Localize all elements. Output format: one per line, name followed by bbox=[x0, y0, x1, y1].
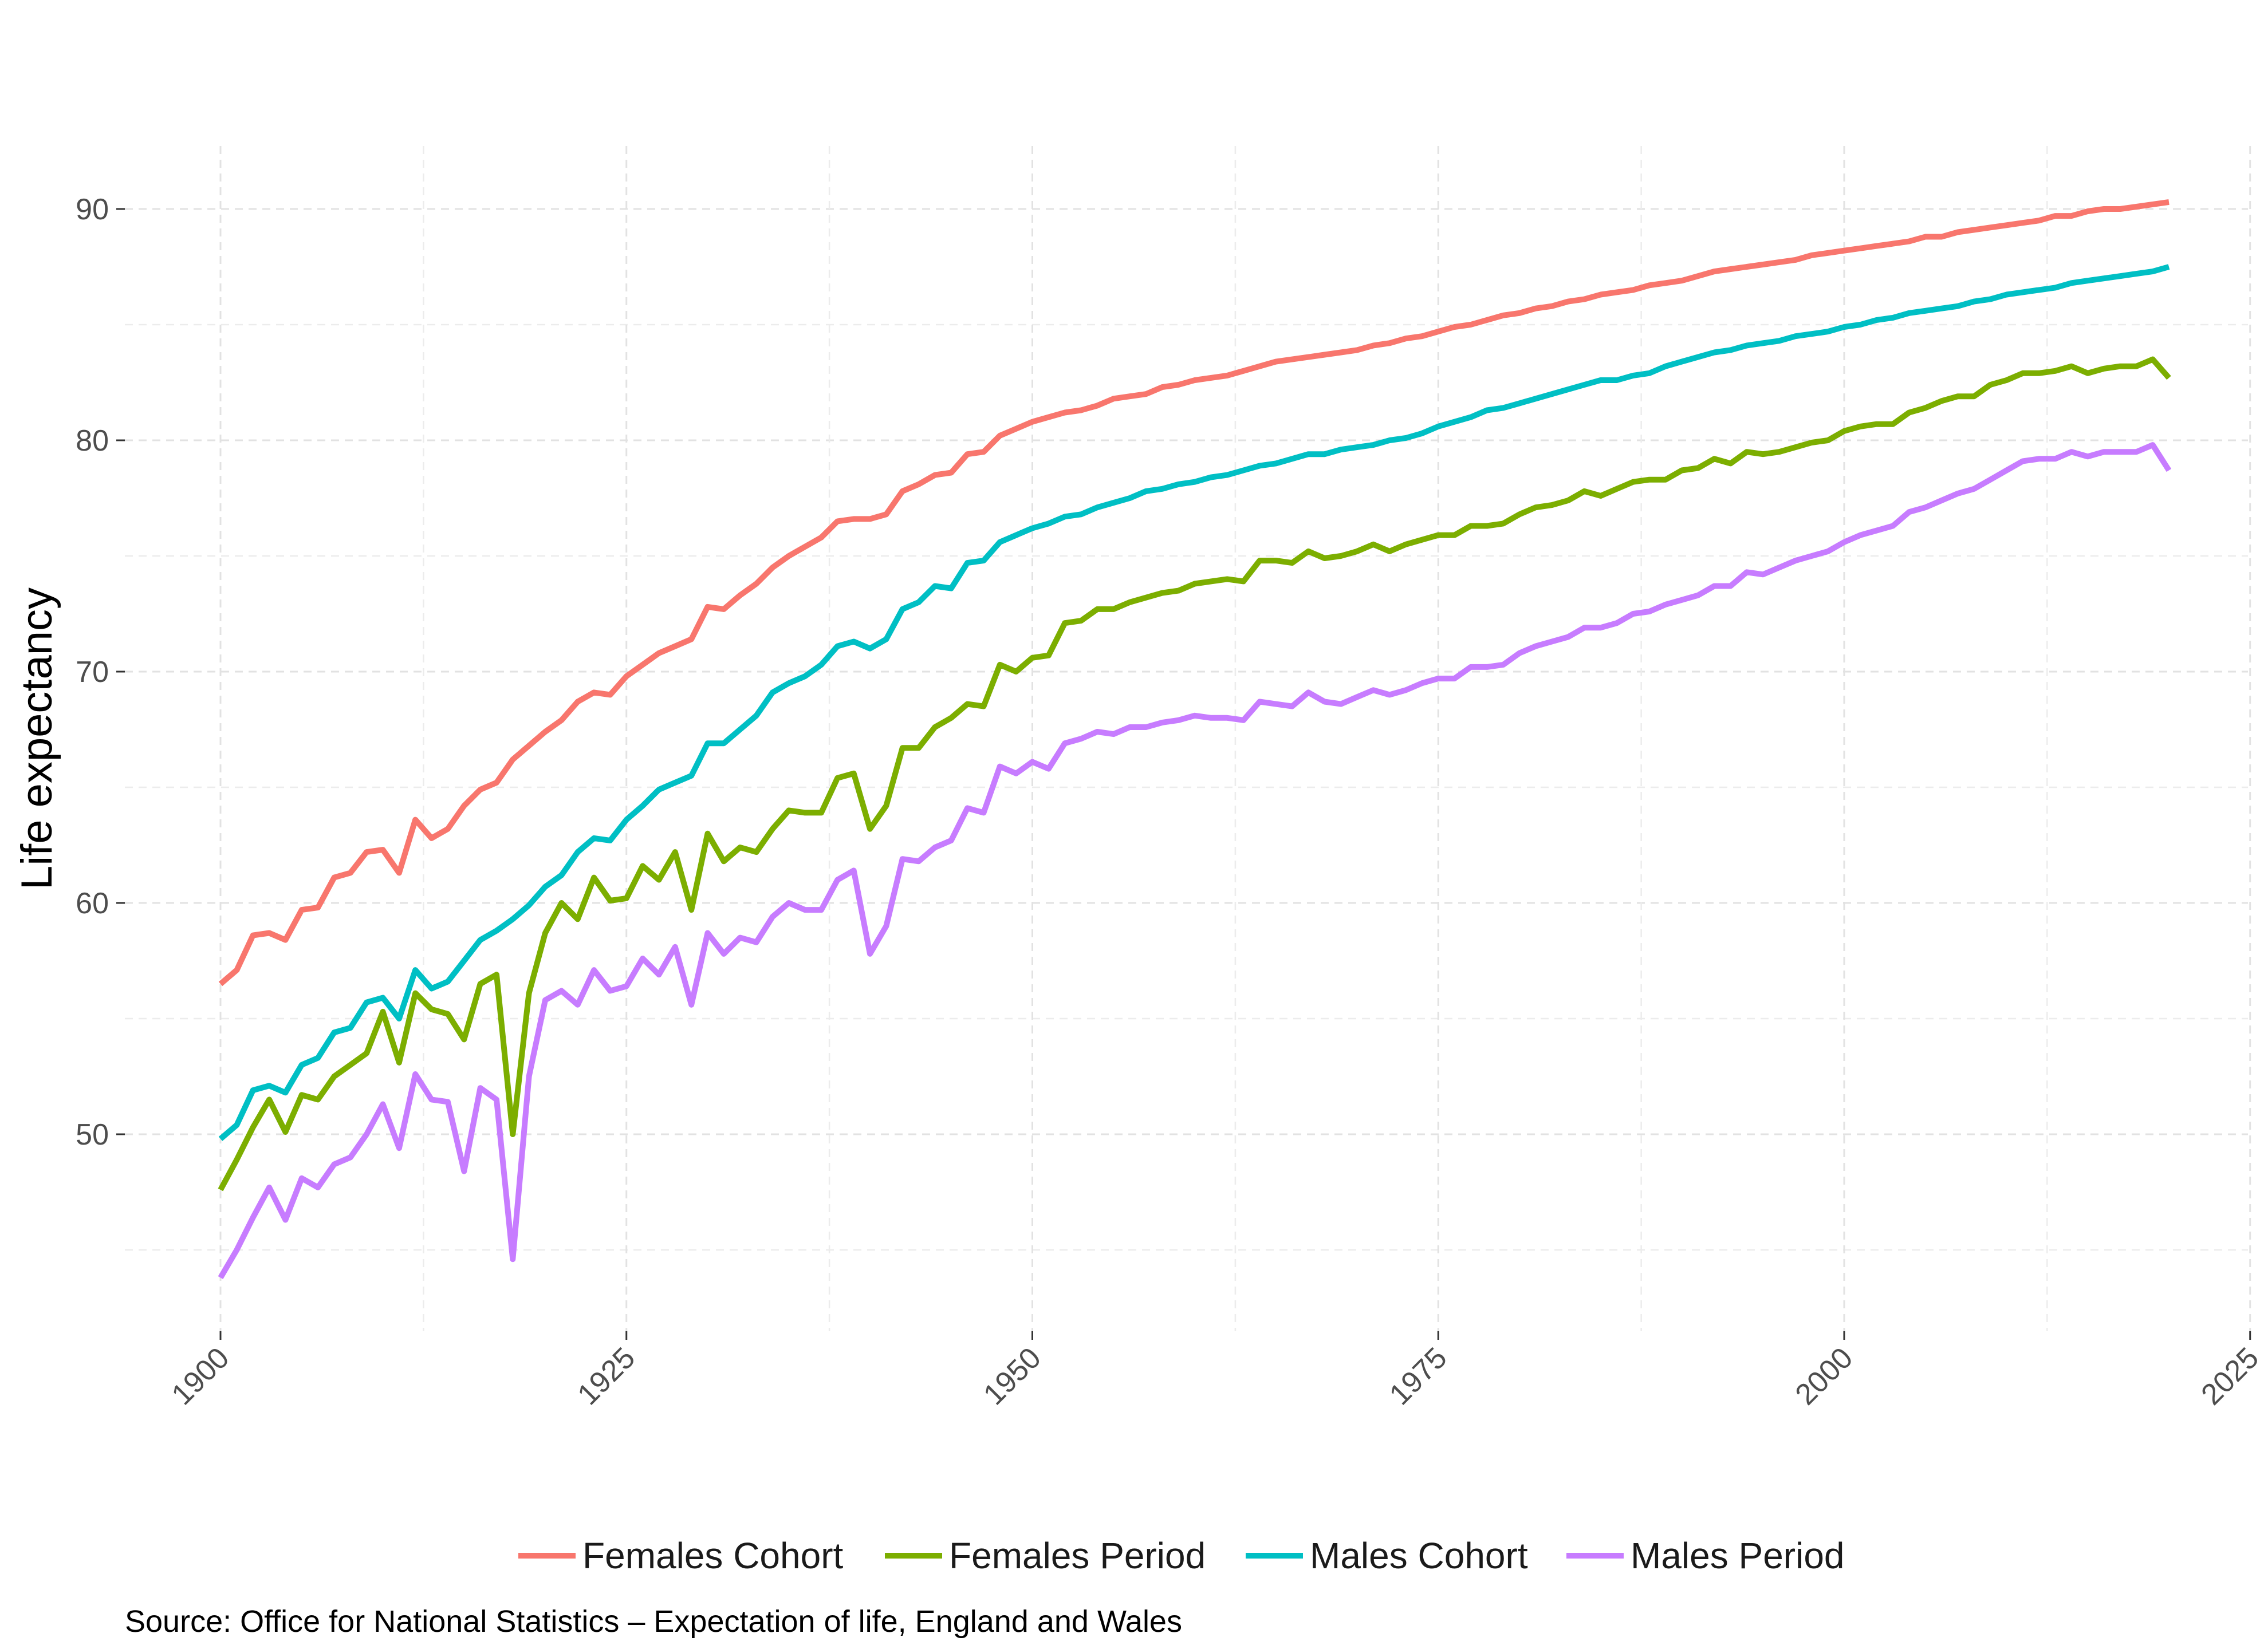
chart-caption: Source: Office for National Statistics –… bbox=[125, 1604, 1182, 1639]
legend-label: Females Cohort bbox=[582, 1535, 844, 1576]
y-tick-label: 70 bbox=[76, 656, 109, 689]
gridlines bbox=[125, 146, 2251, 1331]
series-lines bbox=[218, 199, 2172, 1280]
x-tick-label: 2000 bbox=[1789, 1341, 1860, 1411]
legend-label: Males Period bbox=[1631, 1535, 1845, 1576]
x-tick-label: 1950 bbox=[977, 1341, 1048, 1411]
y-tick-label: 60 bbox=[76, 887, 109, 920]
series-line-females-period bbox=[218, 356, 2171, 1192]
y-tick-label: 90 bbox=[76, 193, 109, 226]
series-line-males-cohort bbox=[218, 264, 2170, 1141]
axes: 50 60 70 80 90 1900 1925 1950 1975 2000 2025 bbox=[76, 193, 2265, 1411]
x-tick-label: 1900 bbox=[166, 1341, 236, 1411]
x-tick-label: 1925 bbox=[571, 1341, 641, 1411]
y-tick-label: 80 bbox=[76, 424, 109, 457]
x-tick-label: 1975 bbox=[1383, 1341, 1454, 1411]
y-tick-label: 50 bbox=[76, 1118, 109, 1151]
legend-label: Females Period bbox=[949, 1535, 1206, 1576]
legend-label: Males Cohort bbox=[1310, 1535, 1528, 1576]
legend: Females Cohort Females Period Males Cohort… bbox=[518, 1535, 1845, 1576]
y-axis-title: Life expectancy bbox=[13, 587, 61, 890]
series-line-females-cohort bbox=[218, 199, 2169, 987]
series-line-males-period bbox=[218, 442, 2172, 1280]
x-tick-label: 2025 bbox=[2195, 1341, 2265, 1411]
